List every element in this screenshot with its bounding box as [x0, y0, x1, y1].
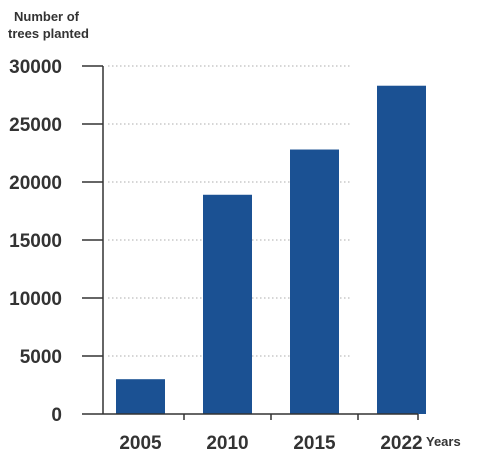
- y-axis-label-line-2: trees planted: [8, 26, 89, 41]
- y-tick-label: 20000: [9, 173, 62, 194]
- y-tick-label: 30000: [9, 57, 62, 78]
- y-tick-label: 25000: [9, 115, 62, 136]
- x-tick-labels: 2005 2010 2015 2022: [119, 433, 422, 454]
- x-tick-label: 2005: [119, 433, 162, 454]
- x-tick-label: 2022: [380, 433, 422, 454]
- y-tick-labels: 0 5000 10000 15000 20000 25000 30000: [9, 57, 62, 426]
- x-tick-label: 2015: [293, 433, 336, 454]
- gridlines: [108, 65, 352, 357]
- y-tick-label: 15000: [9, 231, 62, 252]
- bar: [377, 85, 426, 414]
- y-tick-label: 5000: [20, 347, 62, 368]
- bar: [203, 194, 252, 414]
- bar: [290, 149, 339, 414]
- x-axis-label: Years: [426, 434, 461, 449]
- bars: [116, 85, 426, 414]
- y-tick-label: 0: [51, 405, 62, 426]
- x-tick-label: 2010: [206, 433, 248, 454]
- y-axis-label-line-1: Number of: [14, 9, 79, 24]
- y-tick-label: 10000: [9, 289, 62, 310]
- bar: [116, 379, 165, 414]
- axes: [82, 65, 419, 420]
